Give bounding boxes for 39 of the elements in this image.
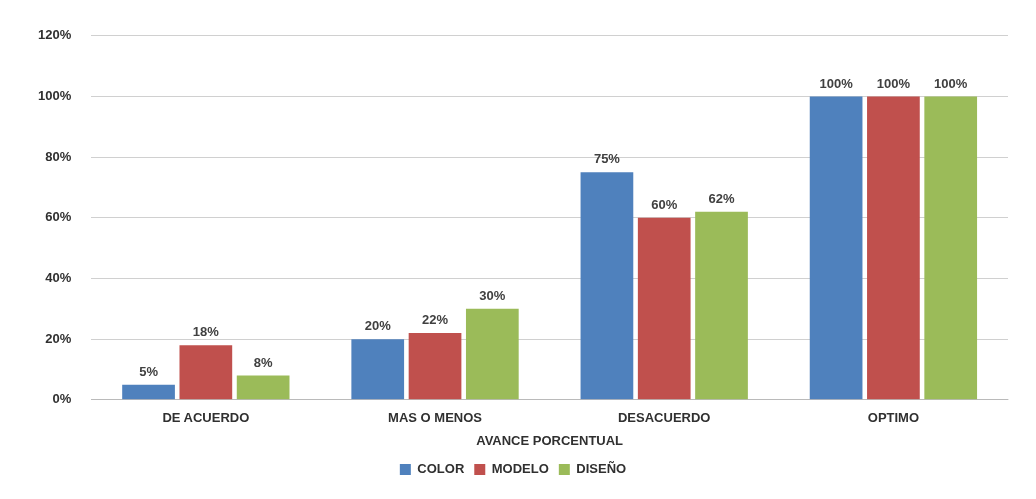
bar bbox=[236, 375, 290, 400]
legend-label: MODELO bbox=[491, 461, 549, 477]
data-label: 22% bbox=[422, 312, 449, 328]
bar bbox=[179, 345, 233, 400]
data-label: 60% bbox=[651, 196, 678, 212]
y-tick-label: 40% bbox=[45, 270, 72, 286]
bar bbox=[580, 172, 634, 400]
y-tick-label: 80% bbox=[45, 148, 72, 164]
legend-label: DISEÑO bbox=[576, 461, 627, 477]
bar bbox=[122, 384, 175, 400]
legend-label: COLOR bbox=[417, 461, 465, 477]
y-tick-label: 20% bbox=[45, 330, 72, 346]
bar bbox=[867, 96, 920, 400]
data-label: 20% bbox=[364, 318, 392, 334]
x-tick-label: DESACUERDO bbox=[617, 410, 711, 426]
y-tick-label: 0% bbox=[52, 391, 72, 407]
data-label: 100% bbox=[934, 75, 968, 91]
bar bbox=[924, 96, 978, 400]
data-label: 5% bbox=[139, 363, 159, 379]
bar bbox=[465, 308, 519, 400]
bar bbox=[351, 339, 405, 400]
x-axis-title: AVANCE PORCENTUAL bbox=[476, 432, 624, 448]
bar bbox=[637, 217, 691, 400]
x-tick-label: MAS O MENOS bbox=[388, 410, 483, 426]
x-tick-label: OPTIMO bbox=[867, 410, 920, 426]
bar bbox=[809, 96, 863, 400]
bar bbox=[408, 333, 462, 400]
data-label: 18% bbox=[192, 324, 220, 340]
y-tick-label: 120% bbox=[38, 27, 72, 43]
x-tick-label: DE ACUERDO bbox=[162, 410, 250, 426]
bar bbox=[695, 211, 748, 400]
data-label: 30% bbox=[479, 287, 506, 303]
data-label: 75% bbox=[593, 151, 621, 167]
data-label: 100% bbox=[819, 75, 854, 91]
data-label: 62% bbox=[708, 190, 735, 206]
y-tick-label: 100% bbox=[38, 88, 72, 104]
data-label: 100% bbox=[876, 75, 911, 91]
data-label: 8% bbox=[253, 354, 273, 370]
y-tick-label: 60% bbox=[45, 209, 72, 225]
